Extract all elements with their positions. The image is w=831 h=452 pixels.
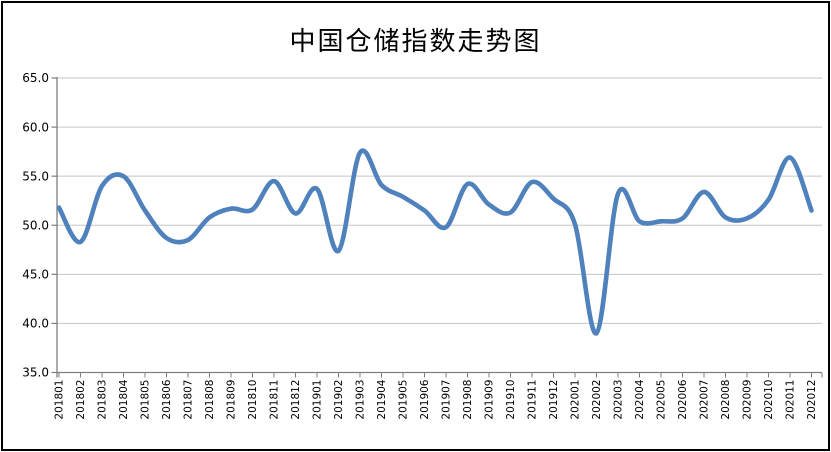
x-axis-label: 202001	[570, 380, 582, 420]
x-axis-label: 201901	[312, 380, 324, 420]
x-axis-label: 201910	[505, 380, 517, 420]
y-axis-label: 55.0	[22, 169, 49, 183]
x-axis-label: 201903	[355, 380, 367, 420]
y-axis-label: 50.0	[22, 218, 49, 232]
x-axis-label: 201809	[226, 380, 238, 420]
y-axis-label: 35.0	[22, 366, 49, 380]
x-axis-label: 201808	[204, 380, 216, 420]
x-axis-label: 201806	[161, 379, 173, 419]
x-axis-label: 201908	[462, 380, 474, 420]
x-axis-label: 202009	[742, 380, 754, 420]
y-axis-label: 45.0	[22, 268, 49, 282]
x-axis-label: 201911	[527, 380, 539, 420]
x-axis-label: 201907	[441, 380, 453, 420]
warehousing-index-line	[56, 148, 814, 336]
x-axis-label: 201804	[118, 379, 130, 419]
x-axis-label: 202002	[591, 380, 603, 420]
chart-title: 中国仓储指数走势图	[289, 27, 542, 57]
x-axis-label: 201904	[376, 379, 388, 419]
x-axis-label: 201810	[247, 380, 259, 420]
x-axis-label: 201811	[269, 380, 281, 420]
y-axis-label: 40.0	[22, 317, 49, 331]
x-axis-label: 201909	[484, 380, 496, 420]
y-axis-label: 60.0	[22, 120, 49, 134]
x-axis-label: 201906	[419, 379, 431, 419]
y-axis-label: 65.0	[22, 71, 49, 85]
x-axis-label: 202005	[656, 380, 668, 420]
x-axis-label: 201802	[75, 380, 87, 420]
x-axis-label: 201905	[398, 380, 410, 420]
x-axis-label: 202008	[720, 380, 732, 420]
x-axis-label: 202007	[699, 380, 711, 420]
x-axis-label: 201902	[333, 380, 345, 420]
x-axis-label: 202006	[677, 379, 689, 419]
x-axis-label: 202011	[785, 380, 797, 420]
x-axis-label: 201812	[290, 380, 302, 420]
x-axis-label: 201801	[54, 380, 66, 420]
x-axis-label: 202003	[613, 380, 625, 420]
x-axis-label: 201803	[97, 380, 109, 420]
x-axis-label: 201807	[183, 380, 195, 420]
x-axis-label: 202010	[763, 380, 775, 420]
x-axis-label: 202004	[634, 379, 646, 419]
x-axis-label: 201912	[548, 380, 560, 420]
x-axis-label: 202012	[806, 380, 818, 420]
x-axis-label: 201805	[140, 380, 152, 420]
